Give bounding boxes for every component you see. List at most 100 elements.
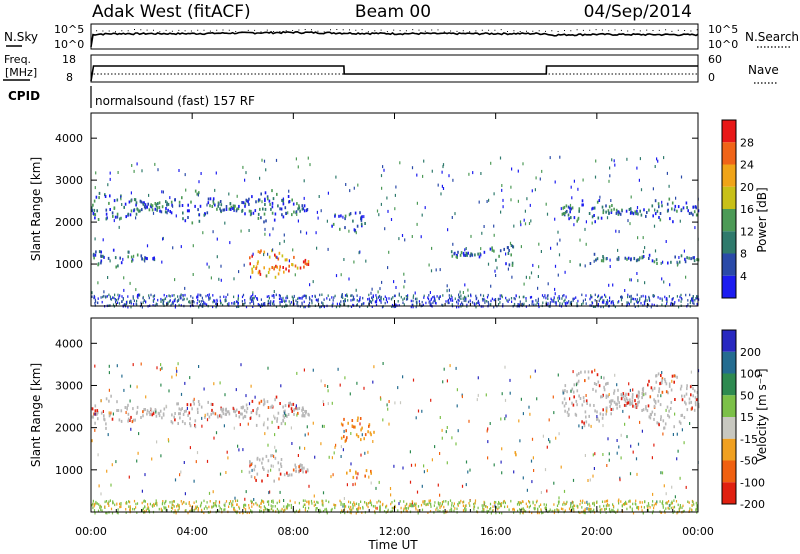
range-time-cell [661,277,663,281]
range-time-cell [638,391,640,395]
range-time-cell [571,500,573,504]
range-time-cell [629,398,631,402]
range-time-cell [565,303,567,306]
range-time-cell [120,504,122,507]
range-time-cell [255,411,258,415]
range-time-cell [668,409,670,413]
range-time-cell [281,305,283,308]
range-time-cell [681,398,684,402]
range-time-cell [367,450,369,454]
range-time-cell [288,259,290,263]
range-time-cell [215,302,218,305]
range-time-cell [625,404,628,407]
range-time-cell [549,305,551,308]
range-time-cell [232,207,234,210]
range-time-cell [468,419,470,423]
range-time-cell [459,290,461,294]
range-time-cell [91,407,94,411]
range-time-cell [689,509,691,513]
range-time-cell [685,293,687,297]
range-time-cell [145,300,147,303]
range-time-cell [178,505,180,509]
range-time-cell [203,301,205,304]
range-time-cell [674,398,676,401]
range-time-cell [408,504,410,508]
range-time-cell [400,506,402,510]
range-time-cell [291,213,293,217]
range-time-cell [649,506,651,509]
range-time-cell [282,296,284,300]
nave-tick-bottom: 0 [708,71,715,84]
range-time-cell [267,406,270,409]
range-time-cell [681,506,683,509]
range-time-cell [186,297,188,301]
range-time-cell [120,197,122,201]
range-time-cell [537,286,539,290]
range-time-cell [564,503,566,506]
range-time-cell [203,507,205,510]
x-tick-label: 12:00 [379,525,411,538]
range-time-cell [144,408,146,411]
range-time-cell [190,200,192,204]
range-time-cell [427,511,429,514]
range-time-cell [696,258,698,262]
range-time-cell [165,200,167,204]
range-time-cell [410,503,412,506]
range-time-cell [605,504,607,507]
range-time-cell [345,505,347,508]
range-time-cell [156,366,158,370]
range-time-cell [662,500,664,503]
range-time-cell [156,503,158,507]
range-time-cell [551,509,553,513]
range-time-cell [96,502,98,505]
range-time-cell [636,206,639,209]
range-time-cell [428,263,430,267]
range-time-cell [605,412,607,416]
range-time-cell [127,295,129,298]
range-time-cell [272,464,274,468]
range-time-cell [196,192,198,196]
range-time-cell [162,190,164,194]
range-time-cell [642,386,645,390]
range-time-cell [367,298,369,301]
range-time-cell [639,297,641,300]
range-time-cell [253,498,255,501]
range-time-cell [514,297,516,301]
range-time-cell [142,301,144,304]
range-time-cell [364,433,367,437]
range-time-cell [392,296,394,299]
range-time-cell [302,412,304,415]
range-time-cell [462,501,464,504]
range-time-cell [177,295,179,298]
range-time-cell [581,501,583,504]
range-time-cell [119,505,121,509]
range-time-cell [151,457,153,461]
range-time-cell [267,197,269,201]
range-time-cell [219,207,221,211]
range-time-cell [254,476,256,480]
range-time-cell [532,500,534,504]
range-time-cell [439,493,441,497]
range-time-cell [500,502,502,505]
range-time-cell [267,443,269,447]
range-time-cell [165,508,167,512]
range-time-cell [261,479,263,483]
range-time-cell [284,409,286,413]
range-time-cell [517,501,519,504]
range-time-cell [289,302,291,306]
range-time-cell [285,211,287,215]
range-time-cell [331,296,333,299]
range-time-cell [387,266,389,270]
range-time-cell [281,300,283,303]
range-time-cell [184,173,186,177]
range-time-cell [556,504,559,507]
range-time-cell [289,401,291,405]
range-time-cell [106,511,108,515]
range-time-cell [169,210,171,213]
range-time-cell [256,457,259,461]
range-time-cell [404,504,406,508]
range-time-cell [669,217,671,221]
range-time-cell [274,416,276,420]
range-time-cell [184,509,186,513]
range-time-cell [121,203,123,206]
